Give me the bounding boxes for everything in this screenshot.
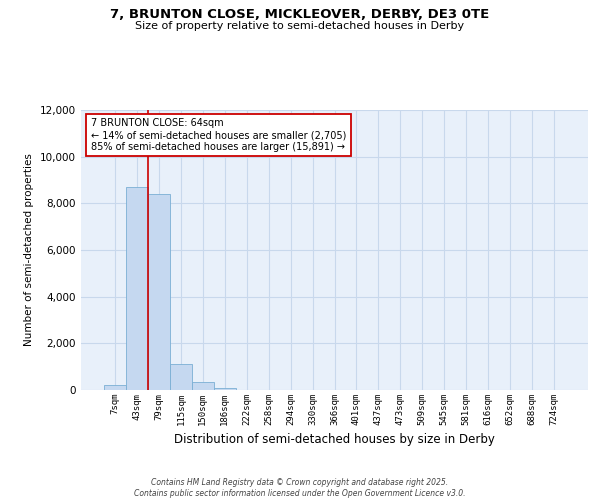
Bar (104, 386, 126, 390)
Text: 7, BRUNTON CLOSE, MICKLEOVER, DERBY, DE3 0TE: 7, BRUNTON CLOSE, MICKLEOVER, DERBY, DE3… (110, 8, 490, 20)
Text: Contains HM Land Registry data © Crown copyright and database right 2025.
Contai: Contains HM Land Registry data © Crown c… (134, 478, 466, 498)
Bar (214, 388, 236, 390)
Text: 7 BRUNTON CLOSE: 64sqm
← 14% of semi-detached houses are smaller (2,705)
85% of : 7 BRUNTON CLOSE: 64sqm ← 14% of semi-det… (91, 118, 347, 152)
Text: Size of property relative to semi-detached houses in Derby: Size of property relative to semi-detach… (136, 21, 464, 31)
Bar (148, 194, 170, 390)
Bar (126, 187, 148, 390)
Y-axis label: Number of semi-detached properties: Number of semi-detached properties (25, 154, 34, 346)
Bar (170, 364, 192, 390)
Bar (192, 382, 214, 390)
X-axis label: Distribution of semi-detached houses by size in Derby: Distribution of semi-detached houses by … (174, 434, 495, 446)
